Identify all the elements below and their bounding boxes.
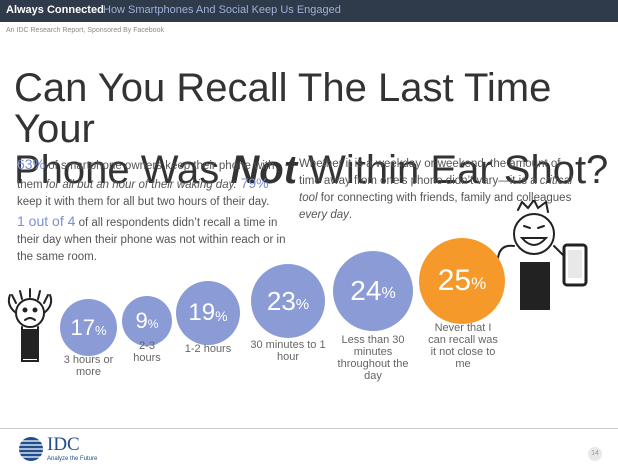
idc-logo-text: IDC	[47, 434, 80, 455]
stat-circle-9: 9%	[122, 296, 172, 346]
stat-highlight: 63%	[17, 156, 46, 172]
header-subtitle: An IDC Research Report, Sponsored By Fac…	[6, 27, 164, 34]
text: .	[348, 209, 353, 221]
stat-value: 19	[188, 299, 216, 326]
stat-circle-23: 23%	[251, 264, 325, 338]
stat-percent: %	[381, 285, 396, 302]
idc-globe-logo-icon	[19, 437, 43, 461]
stat-value: 17	[70, 314, 95, 340]
stat-caption-24: Less than 30 minutes throughout the day	[337, 334, 409, 382]
stat-value: 9	[135, 308, 148, 333]
title-line-2: Phone Was Not Within Ear Shot?	[14, 150, 614, 191]
stat-percent: %	[215, 308, 228, 324]
title-part: Within Ear Shot?	[297, 148, 609, 192]
stat-caption-9: 2-3 hours	[133, 340, 161, 364]
idc-tagline: Analyze the Future	[47, 456, 98, 462]
stat-caption-23: 30 minutes to 1 hour	[250, 339, 326, 363]
text-italic: for all but an hour of their waking day.	[45, 179, 237, 191]
title-line-1: Can You Recall The Last Time Your	[14, 66, 552, 151]
text: keep it with them for all but two hours …	[17, 196, 270, 208]
stat-circle-25: 25%	[419, 238, 505, 324]
text-italic: every day	[299, 209, 349, 221]
text: of smartphone owners keep their phone wi…	[17, 160, 275, 191]
stat-highlight: 79%	[236, 175, 269, 191]
text-italic: critical tool	[299, 175, 573, 204]
header-title: How Smartphones And Social Keep Us Engag…	[103, 4, 341, 16]
stat-circle-17: 17%	[60, 299, 117, 356]
stat-percent: %	[147, 317, 159, 331]
stat-value: 25	[437, 264, 472, 297]
page-title: Can You Recall The Last Time Your Phone …	[14, 68, 614, 191]
right-paragraph: Whether it is a weekday or weekend, the …	[299, 156, 579, 224]
title-part: Phone Was	[14, 148, 231, 192]
title-emphasis: Not	[230, 148, 298, 192]
stat-value: 24	[350, 275, 382, 306]
footer-divider	[0, 428, 618, 429]
stat-value: 23	[266, 285, 296, 316]
text: for connecting with friends, family and …	[317, 192, 572, 204]
stat-caption-17: 3 hours or more	[63, 354, 114, 378]
left-paragraph-2: 1 out of 4 of all respondents didn’t rec…	[17, 213, 287, 266]
happy-person-with-phone-icon	[490, 200, 588, 310]
header-bar: Always Connected How Smartphones And Soc…	[0, 0, 618, 22]
stat-percent: %	[94, 323, 107, 338]
stat-circle-24: 24%	[333, 251, 413, 331]
text: of all respondents didn’t recall a time …	[17, 217, 286, 263]
text: Whether it is a weekday or weekend, the …	[299, 158, 561, 187]
stat-highlight: 1 out of 4	[17, 213, 76, 229]
page-number: 14	[588, 447, 602, 461]
stat-caption-19: 1-2 hours	[184, 343, 232, 355]
stat-percent: %	[471, 274, 487, 293]
stat-caption-25: Never that I can recall was it not close…	[428, 322, 498, 370]
stressed-person-icon	[7, 288, 53, 362]
header-series: Always Connected	[6, 4, 104, 16]
left-paragraph-1: 63% of smartphone owners keep their phon…	[17, 156, 292, 211]
stat-circle-19: 19%	[176, 281, 240, 345]
stat-percent: %	[295, 295, 310, 313]
